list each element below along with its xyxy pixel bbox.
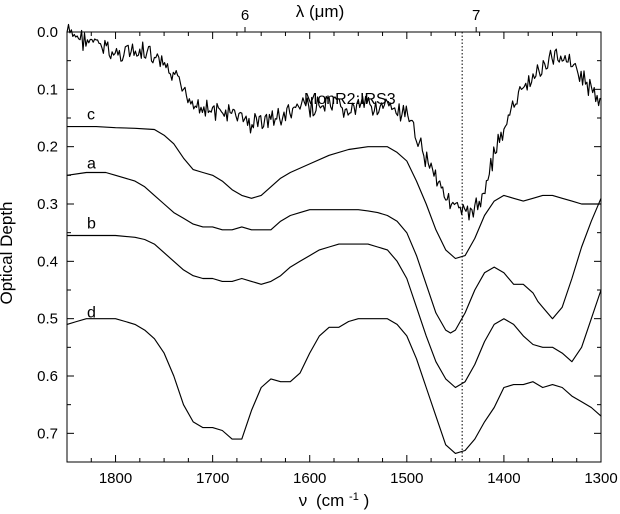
- x-tick-label: 1600: [293, 470, 326, 487]
- y-tick-label: 0.4: [37, 253, 58, 270]
- x-axis-symbol: ν: [299, 491, 308, 510]
- series-line-a: [66, 171, 602, 334]
- x-axis-unit-sup: -1: [349, 491, 359, 503]
- series-line-monr2-irs3: [66, 23, 601, 221]
- y-tick-label: 0.7: [37, 425, 58, 442]
- series-labels: c a b d: [87, 107, 96, 322]
- x-axis-title: ν (cm -1 ): [299, 485, 369, 510]
- y-tick-label: 0.6: [37, 368, 58, 385]
- y-tick-label: 0.0: [37, 24, 58, 41]
- series-label-d: d: [87, 304, 96, 321]
- series-line-c: [66, 126, 602, 260]
- y-tick-label: 0.3: [37, 196, 58, 213]
- x-tick-label: 1800: [99, 470, 132, 487]
- y-tick-label: 0.5: [37, 311, 58, 328]
- y-axis-title: Optical Depth: [0, 202, 16, 305]
- y-tick-label: 0.1: [37, 81, 58, 98]
- series-label-b: b: [87, 216, 96, 233]
- top-wavelength-label: 7: [472, 7, 480, 24]
- x-axis-unit: (cm: [316, 491, 344, 510]
- top-axis-label: λ (μm): [296, 2, 345, 21]
- axis-ticks: 1800 1700 1600 1500 1400 1300 0.0 0.1 0.2 0.3 0.4 0…: [37, 7, 618, 487]
- top-wavelength-label: 6: [241, 7, 249, 24]
- annotation-monr2-irs3: MonR2:IRS3: [304, 91, 396, 108]
- series-label-c: c: [87, 107, 95, 124]
- series-line-d: [66, 318, 602, 454]
- x-tick-label: 1500: [390, 470, 423, 487]
- y-tick-label: 0.2: [37, 139, 58, 156]
- x-tick-label: 1700: [196, 470, 229, 487]
- x-axis-unit-close: ): [364, 491, 370, 510]
- series-lines: [66, 23, 602, 454]
- x-tick-label: 1300: [584, 470, 617, 487]
- x-tick-label: 1400: [487, 470, 520, 487]
- series-line-b: [66, 234, 602, 389]
- series-label-a: a: [87, 155, 96, 172]
